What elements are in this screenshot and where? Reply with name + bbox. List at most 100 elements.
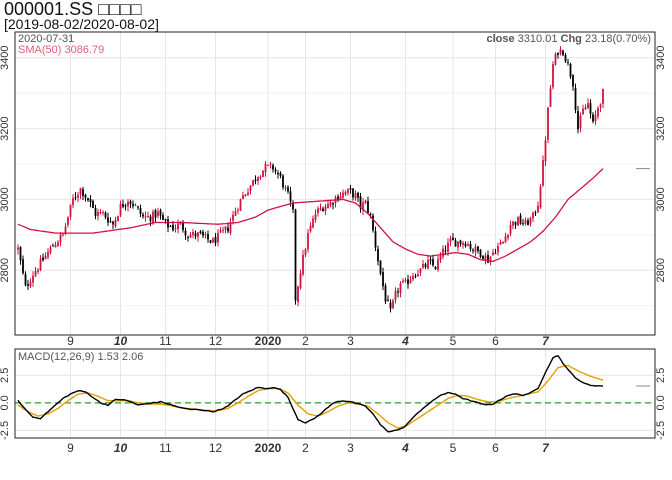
candle-body: [52, 245, 54, 247]
macd-x-tick: 2020: [255, 441, 282, 455]
candle-body: [247, 192, 249, 196]
candle-body: [359, 196, 362, 209]
macd-tick-right: -2.5: [655, 421, 667, 440]
candle-body: [527, 220, 529, 226]
candle-body: [159, 210, 162, 216]
macd-x-tick: 4: [401, 441, 409, 455]
candle-body: [562, 50, 564, 56]
candle-body: [259, 176, 262, 179]
price-tick-right: 3000: [655, 187, 667, 211]
candle-body: [269, 163, 272, 165]
candle-body: [32, 275, 34, 283]
candle-body: [549, 88, 552, 107]
candle-body: [399, 283, 402, 293]
candle-body: [547, 107, 549, 140]
candle-body: [452, 237, 454, 241]
candle-body: [207, 234, 209, 240]
candle-body: [102, 211, 104, 213]
candle-body: [552, 64, 554, 88]
candle-body: [529, 217, 532, 224]
candle-body: [177, 223, 179, 230]
candle-body: [532, 212, 534, 219]
candle-body: [492, 252, 494, 256]
candle-body: [152, 211, 154, 224]
macd-x-tick: 3: [347, 441, 354, 455]
candle-body: [542, 160, 544, 186]
candle-body: [472, 249, 474, 251]
candle-body: [392, 300, 394, 308]
macd-x-tick: 6: [492, 441, 499, 455]
candle-body: [467, 244, 469, 246]
candle-body: [69, 204, 72, 217]
candle-body: [279, 173, 282, 176]
candle-body: [182, 222, 184, 231]
candle-body: [349, 187, 352, 190]
candle-body: [484, 255, 487, 261]
candle-body: [57, 242, 59, 246]
candle-body: [289, 191, 292, 202]
candle-body: [432, 259, 434, 266]
chg-value: 23.18(0.70%): [585, 33, 651, 45]
price-x-tick: 2: [302, 334, 309, 348]
candle-body: [217, 232, 219, 243]
candle-body: [117, 216, 119, 222]
candle-body: [94, 207, 97, 216]
candle-body: [397, 291, 399, 293]
candle-body: [249, 185, 252, 191]
close-label: close: [486, 33, 514, 45]
candle-body: [554, 53, 557, 65]
candle-body: [444, 250, 447, 252]
candle-body: [324, 206, 327, 212]
candle-body: [294, 209, 297, 301]
price-tick-left: 3400: [0, 46, 11, 70]
macd-x-tick: 9: [67, 441, 74, 455]
macd-tick-left: 0.0: [0, 395, 11, 410]
candle-body: [292, 203, 294, 210]
candle-body: [462, 242, 464, 246]
candle-body: [302, 254, 304, 275]
candle-body: [309, 225, 312, 232]
candle-body: [122, 204, 124, 207]
candle-body: [92, 200, 94, 209]
candle-body: [382, 272, 384, 287]
sma-line: [17, 168, 604, 263]
candle-body: [299, 273, 302, 289]
candle-body: [297, 286, 299, 303]
candle-body: [307, 232, 309, 250]
candle-body: [287, 187, 289, 192]
candle-body: [347, 189, 349, 193]
candle-body: [497, 246, 499, 253]
candle-body: [89, 199, 92, 203]
candle-body: [422, 263, 424, 268]
candle-body: [409, 279, 412, 284]
candle-body: [477, 246, 479, 252]
candle-body: [274, 169, 277, 172]
candle-body: [227, 227, 229, 232]
candle-body: [107, 217, 109, 223]
candle-body: [414, 275, 417, 277]
candle-body: [264, 163, 267, 173]
candle-body: [509, 224, 512, 234]
candle-body: [167, 219, 169, 228]
candle-body: [357, 192, 359, 198]
candle-body: [49, 247, 52, 253]
candle-body: [139, 208, 142, 214]
candle-body: [229, 222, 232, 233]
candle-body: [384, 285, 387, 302]
price-tick-right: 3200: [655, 116, 667, 140]
candle-body: [412, 275, 414, 280]
candle-body: [332, 203, 334, 205]
candle-body: [42, 257, 44, 261]
candle-body: [337, 196, 339, 200]
candle-body: [162, 215, 164, 220]
price-x-tick: 7: [542, 334, 550, 348]
macd-main-line: [17, 355, 604, 433]
candle-body: [517, 216, 519, 226]
price-x-tick: 11: [159, 334, 172, 348]
price-x-tick: 12: [209, 334, 223, 348]
candle-body: [67, 217, 69, 225]
candle-body: [252, 180, 254, 186]
candle-body: [127, 201, 129, 207]
price-x-tick: 2020: [255, 334, 282, 348]
candle-body: [319, 208, 322, 211]
